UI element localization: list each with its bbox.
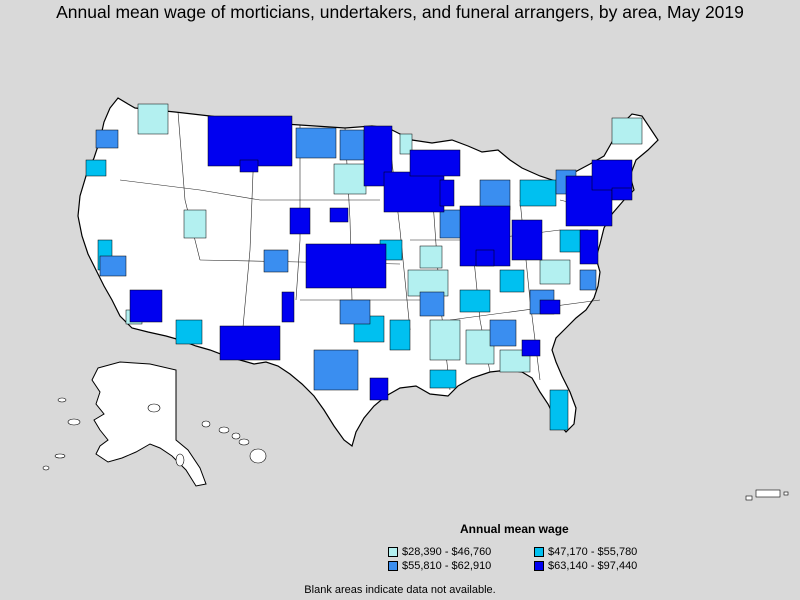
legend-item-tier-2: $47,170 - $55,780	[534, 546, 637, 558]
puerto-rico	[745, 489, 789, 501]
footnote: Blank areas indicate data not available.	[304, 584, 496, 596]
legend-label: $47,170 - $55,780	[548, 546, 638, 558]
legend-swatch	[534, 561, 544, 571]
legend-item-tier-3: $55,810 - $62,910	[388, 560, 491, 572]
areas-tier-4	[129, 115, 633, 401]
alaska-outline	[91, 361, 207, 487]
map-title: Annual mean wage of morticians, undertak…	[56, 2, 744, 22]
legend-label: $55,810 - $62,910	[402, 560, 492, 572]
alaska-islands	[42, 397, 185, 471]
legend-swatch	[388, 561, 398, 571]
hawaii-islands	[201, 420, 267, 464]
legend-label: $28,390 - $46,760	[402, 546, 492, 558]
legend-swatch	[534, 547, 544, 557]
areas-tier-2	[85, 159, 589, 431]
legend-title: Annual mean wage	[460, 522, 569, 536]
legend-item-tier-4: $63,140 - $97,440	[534, 560, 637, 572]
legend-swatch	[388, 547, 398, 557]
legend-item-tier-1: $28,390 - $46,760	[388, 546, 491, 558]
legend-label: $63,140 - $97,440	[548, 560, 638, 572]
